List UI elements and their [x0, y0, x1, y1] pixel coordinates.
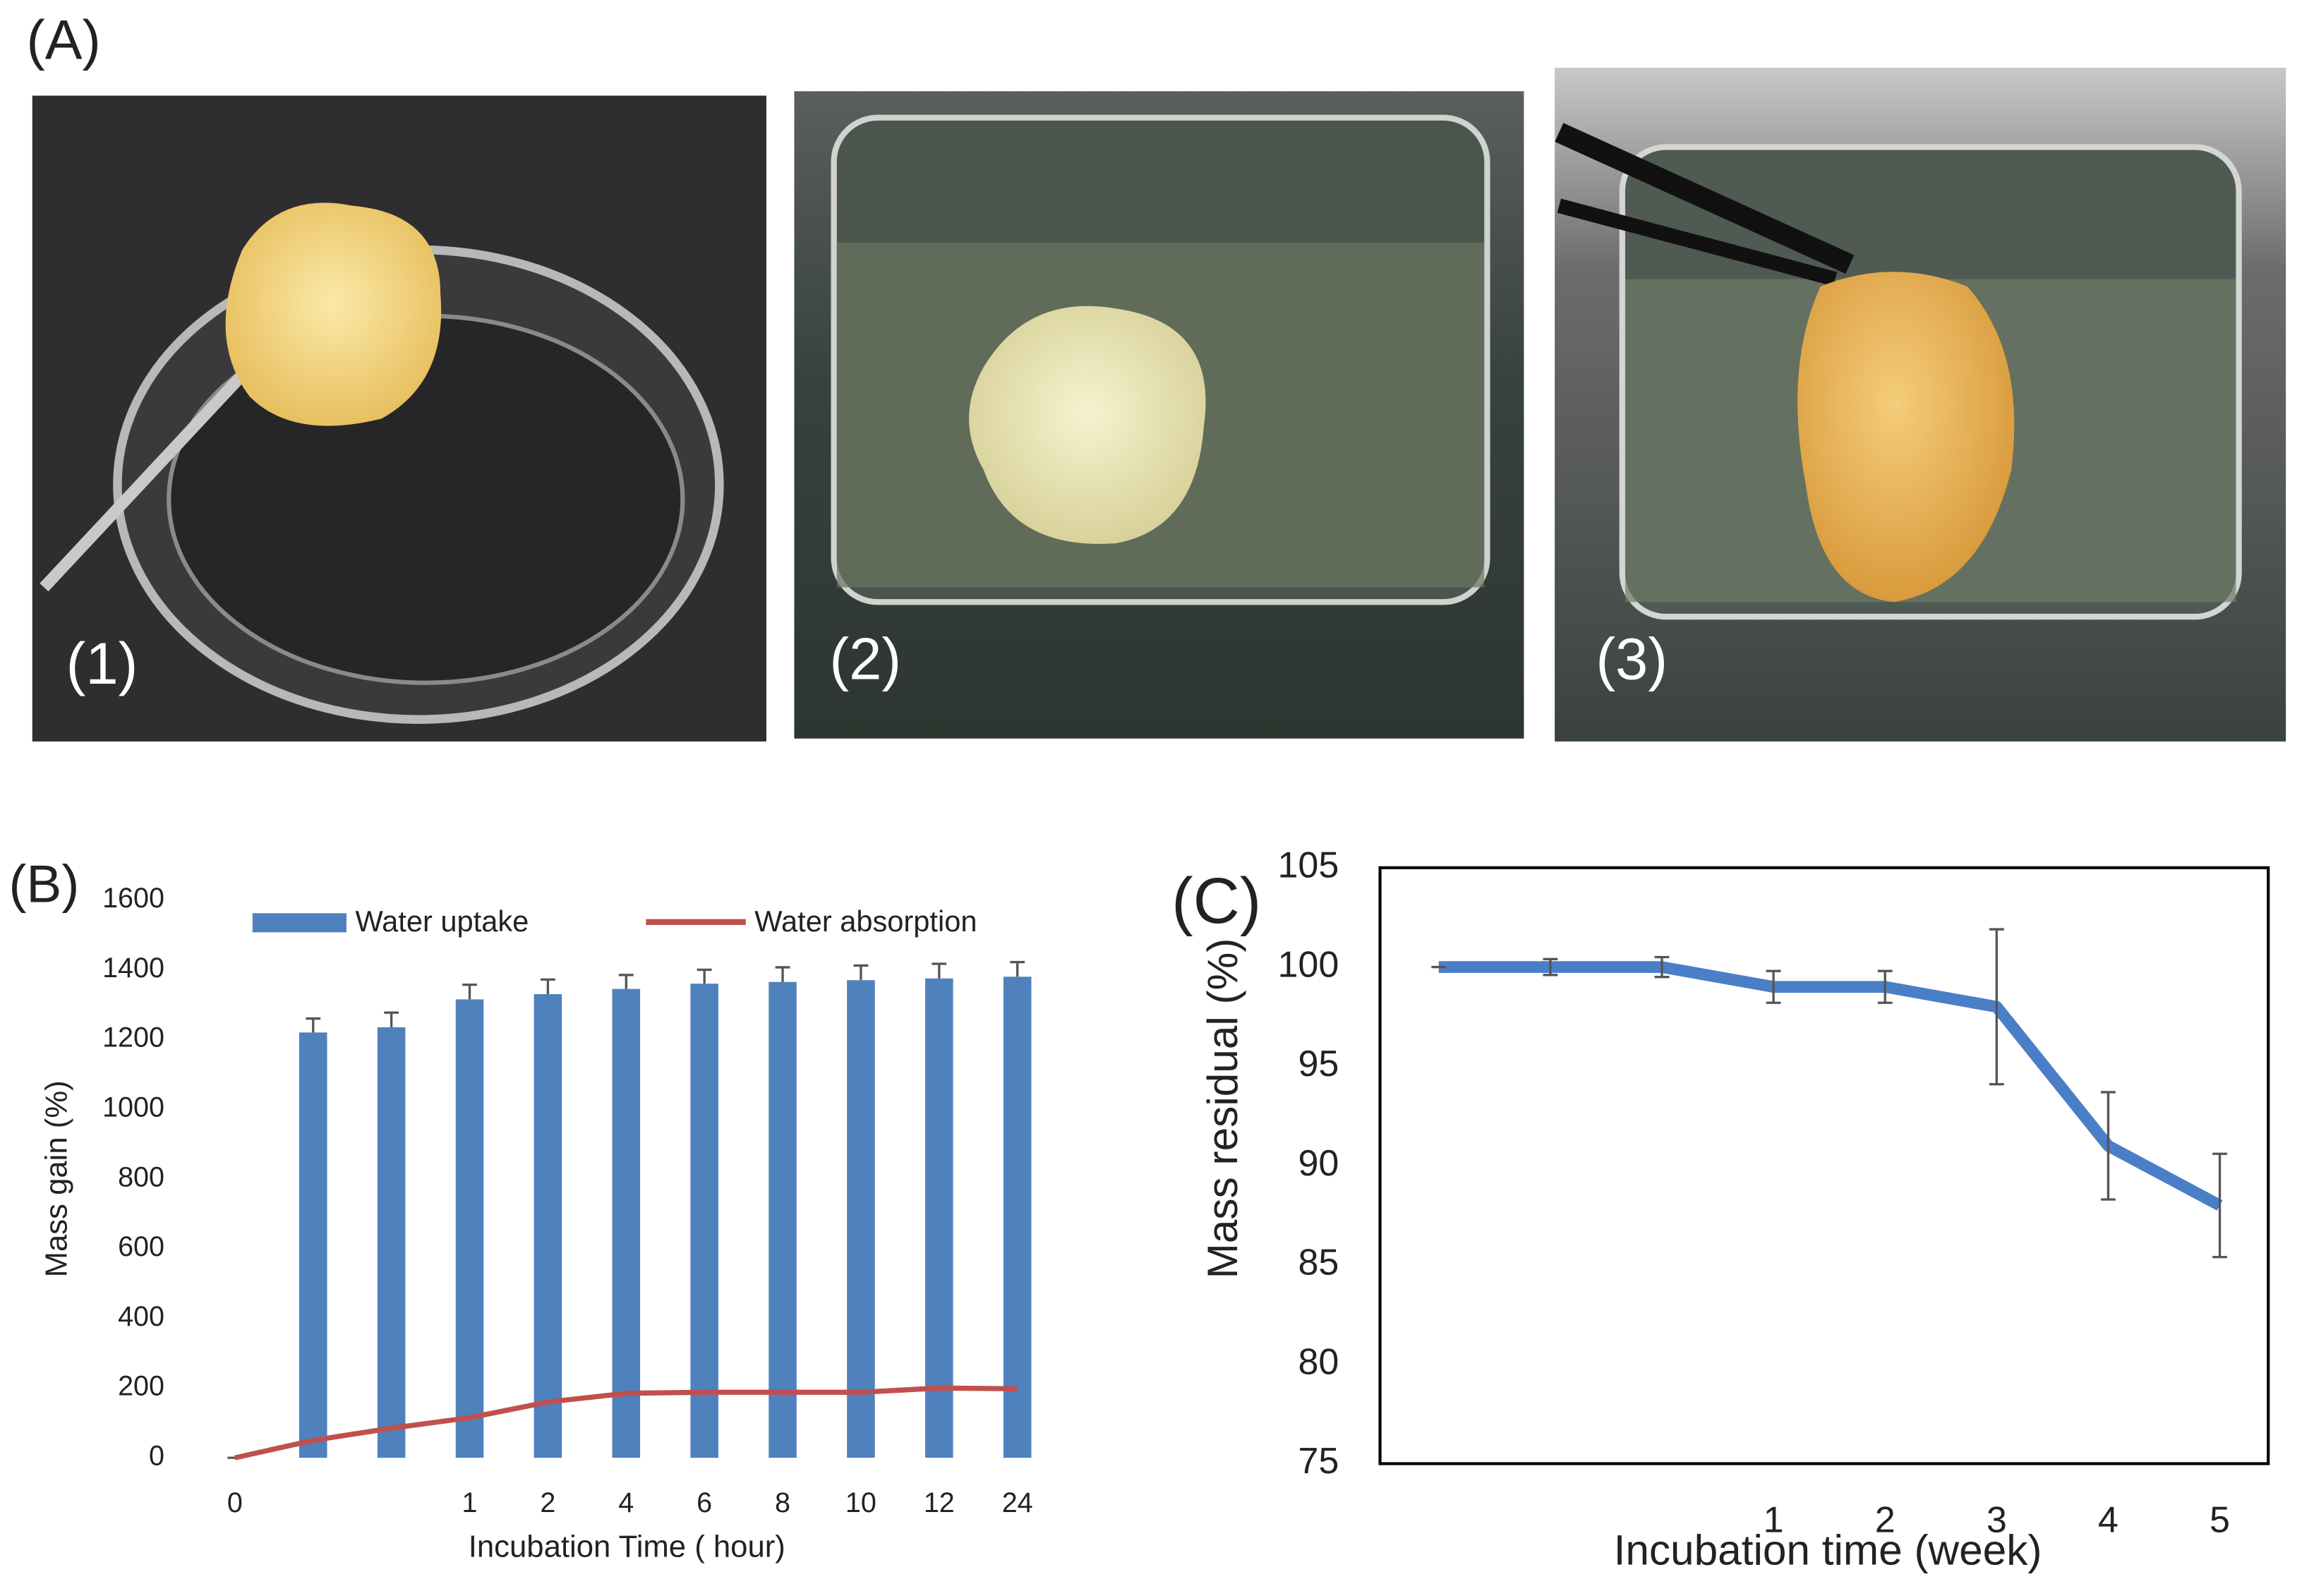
y-tick-label: 400	[118, 1301, 164, 1332]
error-bar	[1010, 960, 1025, 977]
photo: (2)	[794, 91, 1524, 739]
error-bar	[853, 964, 869, 981]
line	[234, 1385, 1018, 1461]
y-tick-label: 85	[1298, 1243, 1339, 1283]
x-tick-label: 0	[227, 1487, 243, 1518]
error-bar	[1543, 957, 1558, 977]
photo-label: (2)	[829, 627, 901, 692]
bar	[612, 989, 641, 1458]
x-tick-label: 5	[2210, 1499, 2230, 1540]
panel-label: (A)	[26, 8, 100, 71]
x-axis-label: Incubation time (week)	[1614, 1525, 2042, 1573]
x-tick-label: 24	[1002, 1487, 1033, 1518]
error-bar	[618, 974, 634, 989]
bar	[690, 984, 718, 1458]
panel-label: (C)	[1171, 865, 1261, 937]
bar	[847, 980, 875, 1458]
bar	[769, 981, 797, 1458]
y-tick-label: 80	[1298, 1341, 1339, 1382]
x-tick-label: 12	[924, 1487, 955, 1518]
line	[1438, 961, 2223, 1211]
error-bar	[1766, 969, 1781, 1004]
y-tick-label: 1400	[102, 953, 164, 984]
x-tick-label: 2	[1875, 1499, 1896, 1540]
error-bar	[384, 1011, 399, 1027]
error-bar	[1654, 955, 1670, 979]
y-tick-label: 600	[118, 1231, 164, 1262]
y-tick-label: 1600	[102, 883, 164, 914]
error-bar	[306, 1017, 321, 1033]
error-bar	[462, 983, 477, 1000]
y-tick-label: 800	[118, 1161, 164, 1192]
bar	[1003, 977, 1032, 1458]
y-tick-label: 90	[1298, 1143, 1339, 1184]
x-tick-label: 4	[618, 1487, 634, 1518]
error-bar	[932, 962, 947, 979]
x-tick-label: 4	[2098, 1499, 2119, 1540]
y-tick-label: 75	[1298, 1441, 1339, 1482]
x-tick-label: 10	[845, 1487, 876, 1518]
x-tick-label: 6	[697, 1487, 712, 1518]
y-tick-label: 0	[149, 1441, 164, 1472]
error-bar	[540, 978, 555, 994]
x-tick-label: 3	[1987, 1499, 2007, 1540]
error-bar	[775, 966, 790, 982]
error-bar	[1989, 928, 2004, 1086]
y-tick-label: 200	[118, 1371, 164, 1402]
photo-label: (3)	[1596, 627, 1668, 692]
legend-label: Water uptake	[355, 905, 529, 938]
bar	[377, 1027, 406, 1458]
error-bar	[2212, 1152, 2227, 1259]
error-bar	[697, 968, 712, 984]
y-tick-label: 105	[1278, 845, 1339, 886]
x-tick-label: 2	[540, 1487, 555, 1518]
legend-swatch	[252, 913, 346, 933]
photo-label: (1)	[66, 631, 138, 696]
x-axis-label: Incubation Time ( hour)	[469, 1530, 785, 1564]
plot-frame	[1378, 866, 2270, 1465]
photo: (3)	[1555, 68, 2286, 742]
y-axis-label: Mass residual (%)	[1198, 938, 1246, 1279]
y-tick-label: 1000	[102, 1092, 164, 1123]
bar	[925, 978, 953, 1458]
photo: (1)	[32, 95, 766, 742]
y-axis-label: Mass gain (%)	[40, 1080, 74, 1277]
y-tick-label: 1200	[102, 1022, 164, 1053]
panel-label: (B)	[8, 854, 79, 914]
x-tick-label: 8	[775, 1487, 790, 1518]
bar	[534, 993, 562, 1458]
x-tick-label: 1	[462, 1487, 478, 1518]
x-tick-label: 1	[1764, 1499, 1784, 1540]
error-bar	[1877, 969, 1893, 1004]
bar	[299, 1032, 327, 1458]
error-bar	[2100, 1091, 2116, 1201]
legend-label: Water absorption	[754, 905, 977, 938]
bar	[455, 999, 484, 1458]
y-tick-label: 100	[1278, 944, 1339, 985]
y-tick-label: 95	[1298, 1044, 1339, 1084]
